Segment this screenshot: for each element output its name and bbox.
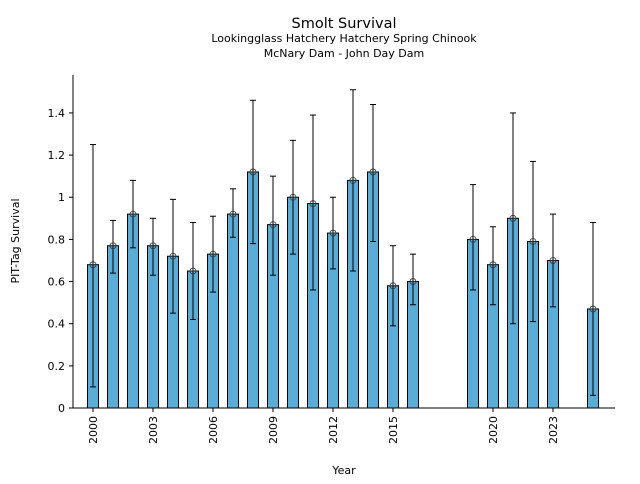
- x-tick-label-2020: 2020: [487, 416, 500, 444]
- y-tick-label-4: 0.8: [48, 233, 66, 246]
- x-tick-label-2000: 2000: [87, 416, 100, 444]
- y-axis-label: PIT-Tag Survival: [9, 198, 22, 283]
- chart-subtitle-line-1: Lookingglass Hatchery Hatchery Spring Ch…: [211, 32, 477, 45]
- y-tick-label-2: 0.4: [48, 318, 66, 331]
- x-tick-label-2009: 2009: [267, 416, 280, 444]
- x-tick-label-2023: 2023: [547, 416, 560, 444]
- y-tick-label-0: 0: [58, 402, 65, 415]
- x-tick-label-2015: 2015: [387, 416, 400, 444]
- chart-title: Smolt Survival: [292, 16, 397, 32]
- error-bars-group: [90, 89, 596, 396]
- y-tick-label-7: 1.4: [48, 107, 66, 120]
- y-ticks-group: 0 0.2 0.4 0.6 0.8 1 1.2 1.4: [48, 107, 73, 415]
- y-tick-label-6: 1.2: [48, 149, 66, 162]
- x-tick-label-2003: 2003: [147, 416, 160, 444]
- x-tick-label-2012: 2012: [327, 416, 340, 444]
- markers-group: [89, 168, 597, 313]
- chart-subtitle-line-2: McNary Dam - John Day Dam: [264, 47, 424, 60]
- x-tick-label-2006: 2006: [207, 416, 220, 444]
- y-tick-label-5: 1: [58, 191, 65, 204]
- y-tick-label-3: 0.6: [48, 276, 66, 289]
- x-ticks-group: 2000 2003 2006 2009 2012 2015 2020 2023: [87, 408, 560, 444]
- bars-group: [87, 171, 599, 409]
- bar-2007: [227, 213, 239, 409]
- y-tick-label-1: 0.2: [48, 360, 66, 373]
- x-axis-label: Year: [331, 464, 356, 477]
